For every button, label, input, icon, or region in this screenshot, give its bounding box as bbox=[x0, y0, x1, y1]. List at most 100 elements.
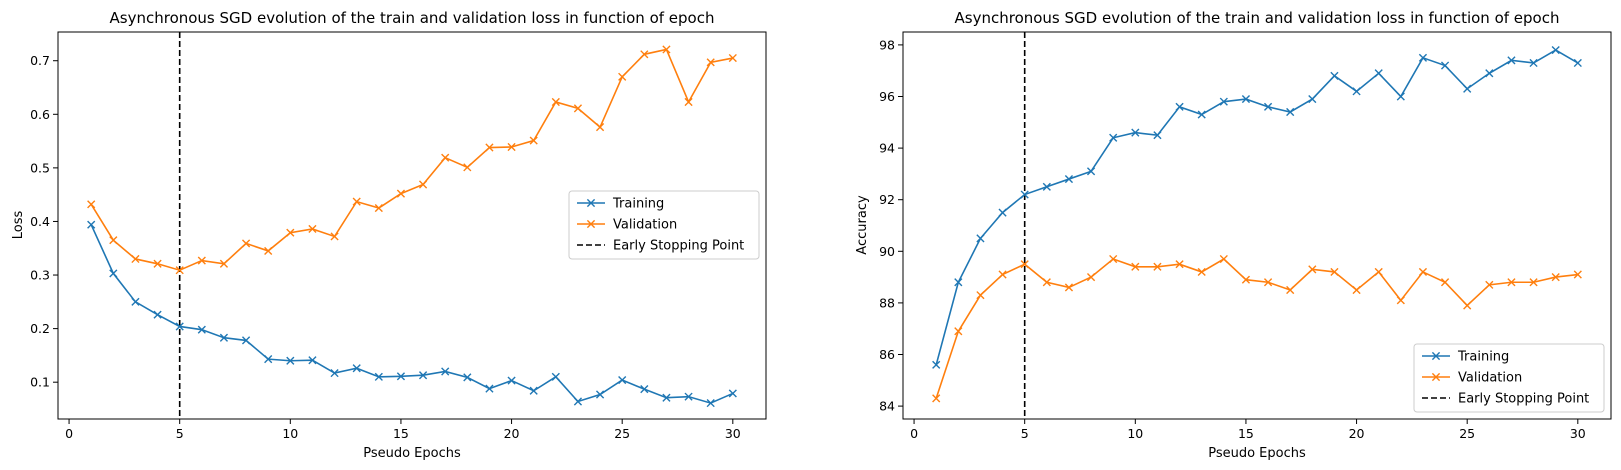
loss-validation-point bbox=[463, 163, 472, 172]
accuracy-x-tick-label: 30 bbox=[1570, 426, 1586, 441]
accuracy-validation-point bbox=[1197, 267, 1206, 277]
loss-training-point bbox=[374, 372, 383, 381]
accuracy-x-tick-label: 15 bbox=[1238, 426, 1254, 441]
loss-x-tick-label: 20 bbox=[504, 426, 520, 441]
loss-chart-title: Asynchronous SGD evolution of the train … bbox=[110, 9, 715, 27]
loss-validation-point bbox=[241, 239, 251, 248]
accuracy-y-tick-label: 88 bbox=[879, 295, 895, 310]
loss-training-point bbox=[662, 393, 671, 402]
loss-validation-point bbox=[308, 224, 317, 234]
accuracy-y-tick-label: 84 bbox=[879, 399, 895, 414]
loss-validation-point bbox=[87, 200, 96, 209]
loss-x-tick-label: 30 bbox=[725, 426, 741, 441]
loss-validation-point bbox=[418, 180, 428, 189]
accuracy-y-tick-label: 94 bbox=[879, 141, 895, 156]
loss-validation-point bbox=[153, 259, 162, 268]
accuracy-validation-point bbox=[1374, 267, 1383, 277]
accuracy-y-tick-label: 92 bbox=[879, 192, 895, 207]
loss-y-tick-label: 0.5 bbox=[30, 160, 50, 175]
loss-training-point bbox=[241, 336, 251, 345]
accuracy-axis-ticks: 0 5 10 15 20 25 30 84 86 88 90 92 94 96 98 bbox=[879, 37, 1586, 441]
accuracy-validation-point bbox=[1109, 254, 1118, 264]
loss-validation-point bbox=[441, 153, 450, 162]
loss-validation-point bbox=[485, 143, 494, 152]
loss-axis-ticks: 0 5 10 15 20 25 30 0.1 0.2 0.3 0.4 0.5 0.6 0.7 bbox=[30, 53, 741, 441]
accuracy-training-point bbox=[1485, 69, 1494, 78]
accuracy-validation-point bbox=[1551, 273, 1560, 282]
accuracy-training-point bbox=[1175, 102, 1184, 111]
loss-validation-point bbox=[706, 58, 715, 67]
accuracy-y-tick-label: 98 bbox=[879, 37, 895, 52]
loss-x-axis-label: Pseudo Epochs bbox=[363, 446, 461, 461]
loss-training-point bbox=[485, 384, 494, 393]
accuracy-training-point bbox=[1352, 87, 1361, 96]
accuracy-training-point bbox=[1507, 56, 1516, 65]
accuracy-validation-point bbox=[1485, 280, 1494, 289]
accuracy-training-point bbox=[1286, 107, 1295, 117]
accuracy-x-tick-label: 25 bbox=[1459, 426, 1475, 441]
loss-legend-entry: Training bbox=[577, 197, 664, 212]
accuracy-validation-point bbox=[1064, 283, 1074, 292]
loss-validation-point bbox=[507, 142, 516, 152]
accuracy-training-point bbox=[998, 208, 1007, 217]
accuracy-x-tick-label: 20 bbox=[1349, 426, 1365, 441]
loss-y-tick-label: 0.2 bbox=[30, 321, 50, 336]
accuracy-validation-point bbox=[1529, 278, 1538, 287]
accuracy-validation-point bbox=[1573, 270, 1582, 279]
accuracy-validation-point bbox=[1219, 254, 1228, 264]
accuracy-validation-point bbox=[1507, 278, 1516, 287]
loss-training-point bbox=[286, 356, 295, 365]
accuracy-training-point bbox=[1131, 128, 1140, 137]
accuracy-validation-point bbox=[998, 270, 1007, 279]
accuracy-validation-point bbox=[1308, 265, 1317, 274]
accuracy-training-point bbox=[1263, 102, 1273, 111]
loss-legend-box bbox=[568, 190, 760, 260]
loss-training-point bbox=[330, 368, 339, 378]
loss-validation-point bbox=[595, 123, 605, 132]
loss-validation-point bbox=[662, 45, 671, 54]
accuracy-training-point bbox=[1396, 92, 1405, 101]
loss-legend-entry: Early Stopping Point bbox=[577, 239, 744, 254]
loss-y-tick-label: 0.3 bbox=[30, 268, 50, 283]
loss-y-tick-label: 0.6 bbox=[30, 107, 50, 122]
loss-validation-point bbox=[109, 236, 118, 245]
loss-validation-line bbox=[90, 48, 733, 272]
accuracy-training-point bbox=[1086, 167, 1096, 176]
loss-y-tick-label: 0.4 bbox=[30, 214, 50, 229]
loss-validation-point bbox=[131, 254, 140, 264]
accuracy-validation-point bbox=[1440, 278, 1450, 287]
loss-training-point bbox=[507, 376, 516, 385]
accuracy-series-group bbox=[932, 45, 1582, 403]
loss-validation-point bbox=[175, 266, 184, 275]
accuracy-training-point bbox=[1020, 190, 1029, 199]
loss-validation-point bbox=[551, 97, 560, 107]
loss-validation-point bbox=[728, 53, 737, 63]
accuracy-training-point bbox=[1529, 58, 1538, 68]
accuracy-validation-point bbox=[932, 394, 941, 403]
loss-training-point bbox=[131, 297, 140, 306]
accuracy-legend-box bbox=[1413, 343, 1605, 413]
loss-validation-point bbox=[640, 50, 649, 59]
accuracy-validation-point bbox=[954, 327, 963, 336]
accuracy-training-point bbox=[1418, 53, 1428, 62]
loss-y-axis-label: Loss bbox=[11, 211, 26, 240]
loss-training-point bbox=[264, 355, 273, 364]
accuracy-legend-label: Early Stopping Point bbox=[1458, 392, 1589, 407]
loss-training-point bbox=[573, 397, 583, 406]
loss-validation-point bbox=[529, 136, 538, 145]
accuracy-training-point bbox=[976, 234, 985, 243]
loss-validation-point bbox=[264, 246, 273, 256]
accuracy-y-axis-label: Accuracy bbox=[855, 195, 870, 255]
accuracy-y-tick-label: 96 bbox=[879, 89, 895, 104]
loss-training-point bbox=[396, 372, 406, 381]
loss-x-tick-label: 10 bbox=[282, 426, 298, 441]
loss-series-group bbox=[87, 45, 737, 408]
accuracy-training-point bbox=[1440, 61, 1450, 70]
loss-x-tick-label: 15 bbox=[393, 426, 409, 441]
loss-training-point bbox=[175, 322, 184, 331]
loss-legend-label: Validation bbox=[613, 218, 677, 233]
accuracy-validation-point bbox=[1086, 273, 1096, 282]
loss-legend-label: Training bbox=[612, 197, 664, 212]
accuracy-legend-entry: Validation bbox=[1422, 371, 1522, 386]
